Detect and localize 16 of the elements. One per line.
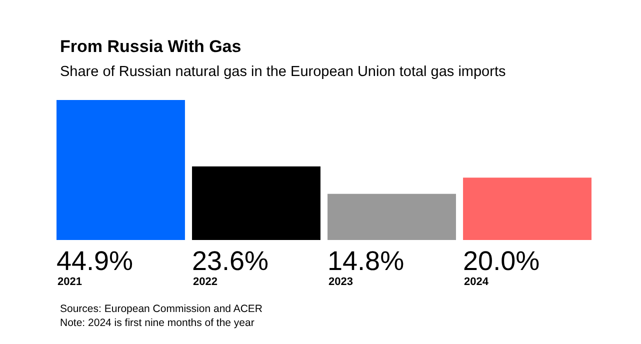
data-label: 23.6% [192,246,269,276]
bar [328,194,456,240]
bar [463,178,592,240]
bar [192,166,320,240]
chart-subtitle: Share of Russian natural gas in the European Union total gas imports [60,64,506,80]
source-note: Sources: European Commission and ACER [60,303,263,315]
x-tick-label: 2024 [464,276,490,288]
data-label: 14.8% [328,246,404,276]
text: Note: 2024 is first nine months of the year [60,317,255,329]
bar [56,100,185,240]
data-label: 20.0% [463,246,540,276]
chart-title: From Russia With Gas [60,37,242,56]
data-label: 44.9% [56,246,134,276]
x-tick-label: 2022 [193,276,218,288]
x-tick-label: 2021 [58,276,82,288]
x-tick-label: 2023 [328,276,354,288]
